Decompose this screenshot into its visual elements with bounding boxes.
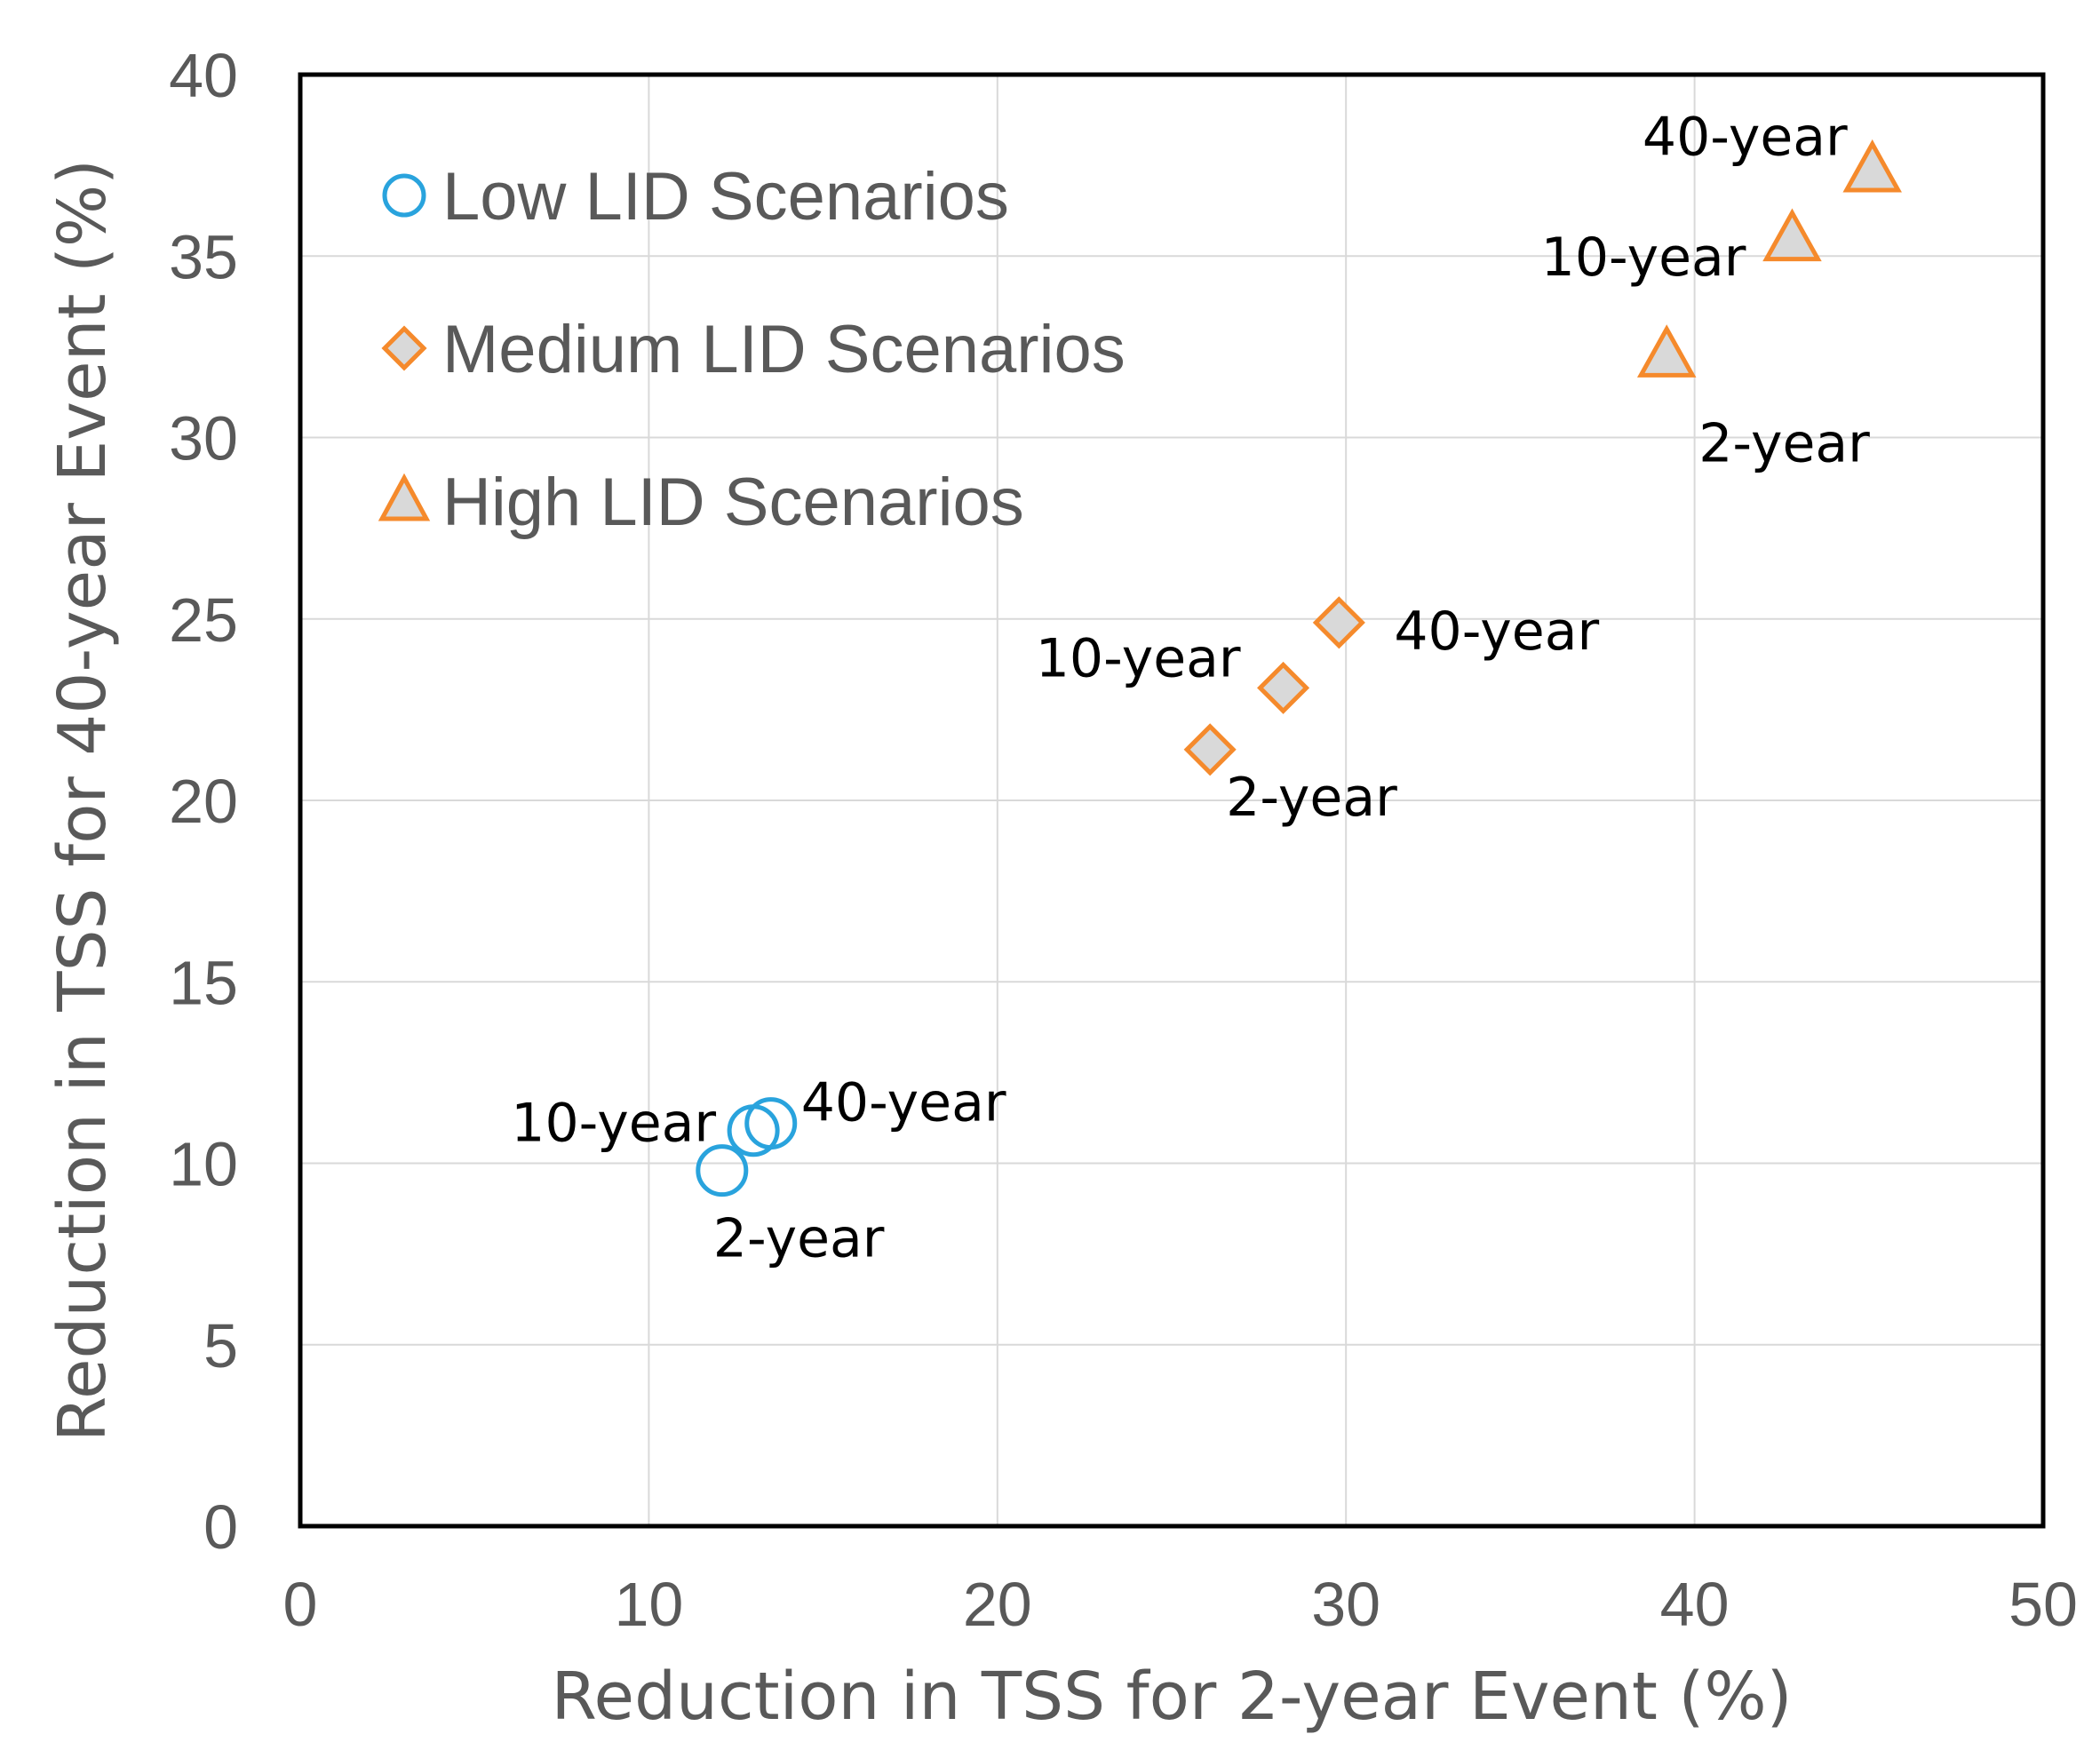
y-tick-label: 25 [169, 585, 238, 655]
legend-triangle-icon [378, 473, 431, 521]
triangle-marker [1842, 139, 1902, 193]
legend-entry: Medium LID Scenarios [442, 312, 1126, 387]
legend: Low LID Scenarios Medium LID Scenarios Hig… [378, 159, 1126, 540]
data-markers [696, 139, 1902, 1197]
data-label: 10-year [511, 1093, 716, 1155]
x-tick-label: 0 [283, 1570, 318, 1639]
plot-frame [298, 72, 2046, 1529]
triangle-marker [1636, 324, 1697, 378]
x-axis-title: Reduction in TSS for 2-year Event (%) [551, 1659, 1792, 1735]
gridlines [300, 75, 2043, 1526]
diamond-marker [1312, 596, 1365, 649]
y-tick-label: 30 [169, 404, 238, 473]
axis-ticks: 0 10 20 30 40 50 0 5 10 15 20 25 30 35 40 [169, 41, 2078, 1639]
y-tick-label: 35 [169, 222, 238, 291]
data-label: 10-year [1541, 227, 1746, 289]
data-label: 2-year [1698, 413, 1870, 475]
data-label: 40-year [801, 1072, 1006, 1134]
y-tick-label: 0 [203, 1492, 238, 1562]
triangle-marker [1762, 208, 1822, 262]
y-tick-label: 40 [169, 41, 238, 110]
legend-entry: High LID Scenarios [442, 465, 1024, 540]
y-tick-label: 15 [169, 948, 238, 1017]
data-label: 2-year [713, 1208, 885, 1270]
circle-marker [744, 1097, 798, 1150]
y-axis-title: Reduction in TSS for 40-year Event (%) [44, 159, 121, 1442]
y-tick-label: 20 [169, 767, 238, 836]
data-label: 40-year [1394, 601, 1599, 663]
legend-diamond-icon [381, 325, 427, 371]
data-label: 10-year [1036, 627, 1241, 689]
x-tick-label: 40 [1660, 1570, 1730, 1639]
x-tick-label: 20 [963, 1570, 1032, 1639]
point-labels: 2-year 10-year 40-year 2-year 10-year 40-year… [511, 106, 1870, 1269]
y-tick-label: 10 [169, 1130, 238, 1199]
data-label: 40-year [1643, 106, 1848, 168]
legend-circle-icon [382, 173, 426, 218]
diamond-marker [1183, 723, 1237, 776]
legend-entry: Low LID Scenarios [442, 159, 1009, 235]
x-tick-label: 10 [614, 1570, 683, 1639]
diamond-marker [1257, 661, 1310, 714]
x-tick-label: 50 [2009, 1570, 2078, 1639]
x-tick-label: 30 [1311, 1570, 1380, 1639]
circle-marker [696, 1144, 749, 1197]
y-tick-label: 5 [203, 1311, 238, 1380]
data-label: 2-year [1226, 767, 1397, 829]
